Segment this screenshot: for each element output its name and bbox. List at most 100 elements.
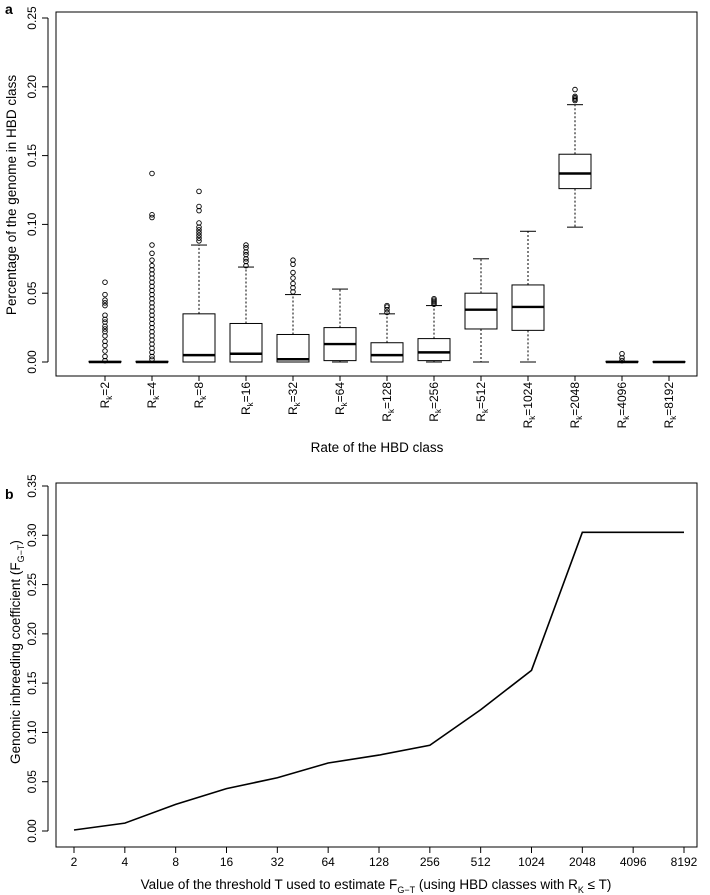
y-tick-label-b: 0.05 <box>25 770 39 794</box>
box-body <box>464 292 498 330</box>
outlier-point <box>149 242 155 248</box>
x-tick-label-a: Rk=2 <box>98 382 114 409</box>
outlier-point <box>102 338 108 345</box>
outlier-point <box>243 249 249 255</box>
x-tick-label-b: 16 <box>220 855 234 869</box>
outlier-point <box>196 235 202 241</box>
outlier-point <box>243 256 249 262</box>
outlier-point <box>149 170 155 177</box>
outlier-point <box>149 333 155 339</box>
outlier-point <box>196 227 202 233</box>
outlier-point <box>149 316 155 323</box>
outlier-point <box>149 320 155 327</box>
y-tick-label-b: 0.25 <box>25 573 39 597</box>
outlier-point <box>290 280 296 287</box>
outlier-point <box>102 297 108 303</box>
x-tick-label-b: 2048 <box>569 855 596 869</box>
box-body <box>417 338 451 362</box>
boxes-a <box>88 86 686 364</box>
box-1024 <box>511 230 545 363</box>
x-tick-label-b: 512 <box>471 855 491 869</box>
outlier-point <box>196 203 202 210</box>
outlier-point <box>102 342 108 349</box>
y-axis-title-a: Percentage of the genome in HBD class <box>4 75 19 315</box>
x-tick-label-a: Rk=8 <box>192 382 208 409</box>
outlier-point <box>149 275 155 281</box>
y-tick-label-a: 0.10 <box>25 212 39 236</box>
box-16 <box>229 242 263 363</box>
box-512 <box>464 258 498 363</box>
outlier-point <box>149 328 155 335</box>
y-tick-label-a: 0.00 <box>25 350 39 374</box>
outlier-point <box>149 214 155 221</box>
outlier-point <box>243 262 249 269</box>
outlier-point <box>572 86 578 93</box>
box-2 <box>88 279 122 364</box>
plot-frame-a <box>55 11 698 377</box>
x-tick-label-b: 8 <box>172 855 179 869</box>
box-256 <box>417 295 451 363</box>
outlier-point <box>102 333 108 339</box>
outlier-point <box>102 323 108 329</box>
outlier-point <box>102 300 108 306</box>
box-2048 <box>558 86 592 228</box>
outlier-point <box>243 242 249 248</box>
outlier-point <box>243 245 249 251</box>
x-tick-label-a: Rk=32 <box>286 382 302 415</box>
x-tick-labels-a: Rk=2 Rk=4 Rk=8 Rk=16 Rk=32 Rk=64 Rk=128 Rk=256 R… <box>98 376 678 428</box>
y-ticks-b: 0.00 0.05 0.10 0.15 0.20 0.25 0.30 0.35 <box>25 474 48 843</box>
outlier-point <box>149 300 155 306</box>
box-32 <box>276 257 310 363</box>
outlier-point <box>102 328 108 335</box>
outlier-point <box>619 350 625 357</box>
y-tick-label-a: 0.20 <box>25 75 39 99</box>
y-tick-label-b: 0.20 <box>25 622 39 646</box>
y-ticks-a: 0.00 0.05 0.10 0.15 0.20 0.25 <box>25 6 48 374</box>
outlier-point <box>102 302 108 309</box>
outlier-point <box>149 267 155 273</box>
outlier-point <box>196 232 202 239</box>
outlier-point <box>149 257 155 263</box>
outlier-point <box>149 271 155 277</box>
panel-b: b 0.00 0.05 0.10 0.15 0.20 0.25 0.30 0.35 2 4 8 16… <box>5 474 698 895</box>
x-axis-title-b: Value of the threshold T used to estimat… <box>141 877 612 895</box>
box-body <box>370 342 404 363</box>
x-tick-label-a: Rk=64 <box>333 382 349 415</box>
outlier-point <box>290 275 296 281</box>
outlier-point <box>384 304 390 310</box>
y-tick-label-a: 0.25 <box>25 6 39 30</box>
outlier-point <box>102 326 108 332</box>
outlier-point <box>290 284 296 291</box>
outlier-point <box>149 349 155 356</box>
x-tick-label-b: 32 <box>271 855 285 869</box>
y-tick-label-b: 0.00 <box>25 819 39 843</box>
outlier-point <box>572 97 578 104</box>
outlier-point <box>149 291 155 298</box>
y-tick-label-a: 0.05 <box>25 281 39 305</box>
outlier-point <box>196 229 202 236</box>
x-tick-label-a: Rk=4 <box>145 382 161 409</box>
x-tick-label-a: Rk=16 <box>239 382 255 415</box>
x-tick-label-a: Rk=8192 <box>662 382 678 429</box>
outlier-point <box>102 357 108 364</box>
box-64 <box>323 288 357 363</box>
outlier-point <box>149 250 155 257</box>
outlier-point <box>149 353 155 360</box>
box-body <box>276 333 310 363</box>
outlier-point <box>149 337 155 343</box>
panel-letter-b: b <box>5 486 14 502</box>
x-tick-label-a: Rk=512 <box>474 382 490 422</box>
y-tick-label-b: 0.30 <box>25 523 39 547</box>
outlier-point <box>102 353 108 360</box>
outlier-point <box>149 356 155 362</box>
outlier-point <box>149 324 155 331</box>
box-body <box>229 322 263 363</box>
x-tick-label-a: Rk=4096 <box>615 382 631 429</box>
box-body <box>558 153 592 190</box>
outlier-point <box>102 312 108 318</box>
outlier-point <box>102 348 108 354</box>
outlier-point <box>290 269 296 276</box>
outlier-point <box>290 261 296 268</box>
outlier-point <box>431 301 437 307</box>
